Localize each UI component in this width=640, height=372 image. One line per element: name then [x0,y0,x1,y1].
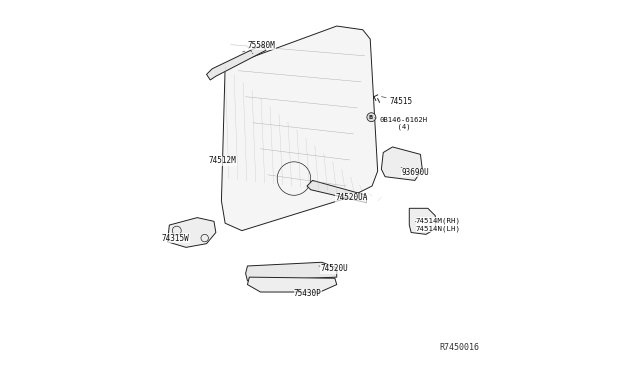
Text: 75430P: 75430P [294,289,322,298]
Text: 93690U: 93690U [401,167,429,177]
Circle shape [367,113,376,122]
Text: 74315W: 74315W [162,234,189,243]
Text: 0B146-6162H
    (4): 0B146-6162H (4) [375,117,428,130]
Text: 74520UA: 74520UA [335,193,368,202]
Text: 74520U: 74520U [319,264,349,273]
Polygon shape [248,277,337,292]
Text: 74514M(RH)
74514N(LH): 74514M(RH) 74514N(LH) [416,218,461,232]
Polygon shape [246,262,337,281]
Text: 75580M: 75580M [243,41,275,52]
Polygon shape [168,218,216,247]
Polygon shape [221,26,378,231]
Text: 74512M: 74512M [209,156,236,165]
Polygon shape [381,147,422,180]
Polygon shape [307,180,367,203]
Text: R7450016: R7450016 [440,343,479,352]
Polygon shape [207,45,266,80]
Text: 74515: 74515 [381,97,412,106]
Text: B: B [368,115,372,120]
Polygon shape [410,208,435,234]
